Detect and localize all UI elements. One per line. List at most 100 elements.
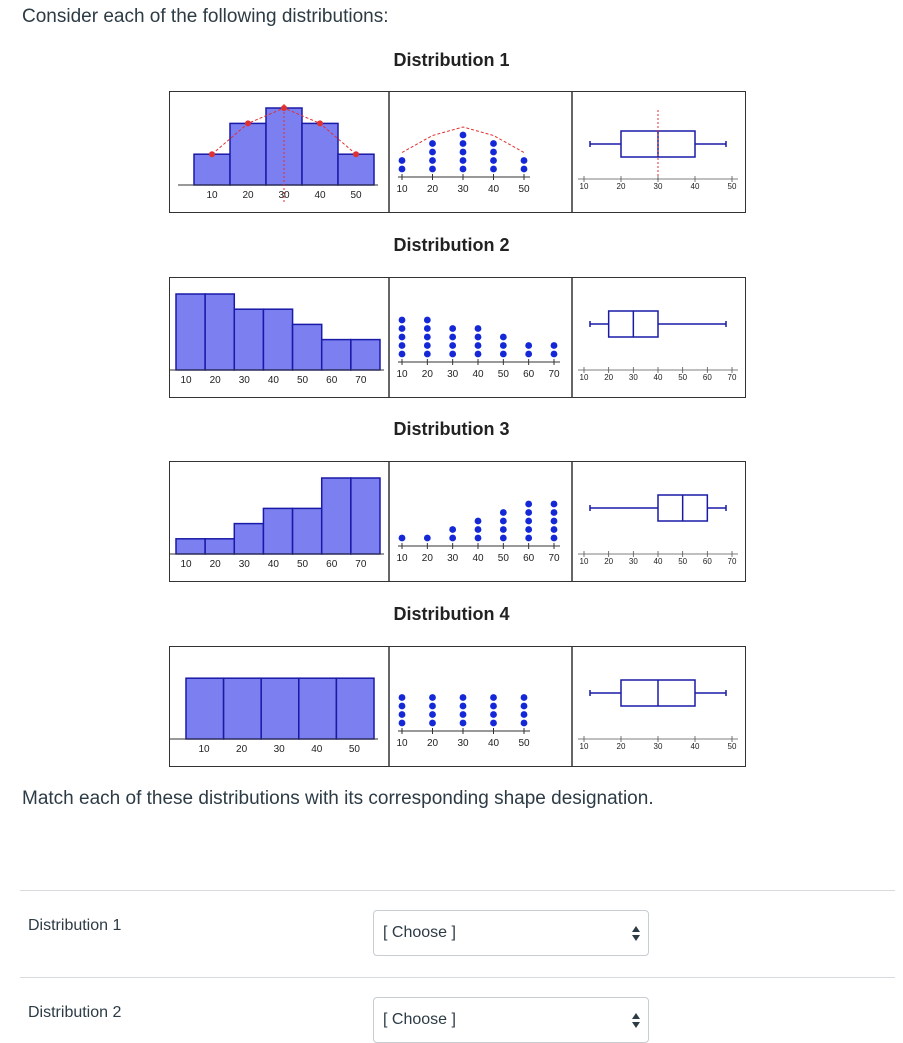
dot <box>398 694 406 701</box>
dot <box>499 350 507 358</box>
select-arrows-icon <box>632 1013 640 1028</box>
dot <box>459 148 467 156</box>
histogram-bar <box>262 507 294 555</box>
dot <box>490 148 497 156</box>
dotplot-tick-label: 30 <box>457 738 469 749</box>
dot <box>474 342 482 349</box>
histogram-tick-label: 60 <box>326 559 338 570</box>
boxplot-tick-label: 50 <box>678 557 687 566</box>
dot <box>398 342 406 349</box>
dotplot-tick-label: 20 <box>422 553 434 564</box>
dotplot-tick-label: 10 <box>396 738 408 749</box>
boxplot-tick-label: 20 <box>617 182 626 191</box>
dot <box>490 702 497 710</box>
histogram-tick-label: 50 <box>297 375 309 386</box>
histogram-bar <box>320 477 352 555</box>
dotplot-tick-label: 20 <box>427 184 439 195</box>
dotplot-tick-label: 60 <box>523 553 535 564</box>
dot <box>490 694 497 701</box>
histogram-bar <box>350 477 381 555</box>
dot <box>398 333 406 341</box>
histogram-tick-label: 60 <box>326 375 338 386</box>
boxplot-tick-label: 40 <box>691 182 700 191</box>
dot <box>459 711 467 718</box>
boxplot-tick-label: 30 <box>629 557 638 566</box>
histogram-tick-label: 10 <box>198 744 210 755</box>
dot <box>423 350 431 358</box>
dot <box>398 534 406 542</box>
dot <box>490 719 497 727</box>
dot <box>449 526 457 533</box>
histogram-tick-label: 20 <box>210 559 222 570</box>
dot <box>449 342 457 349</box>
dot <box>449 534 457 542</box>
dot <box>459 131 467 139</box>
dotplot-tick-label: 10 <box>396 184 408 195</box>
dot <box>499 333 507 341</box>
boxplot-tick-label: 40 <box>691 742 700 751</box>
boxplot-tick-label: 70 <box>728 373 737 382</box>
histogram-tick-label: 10 <box>180 559 192 570</box>
distribution-2-select[interactable]: [ Choose ] <box>373 997 649 1043</box>
dot <box>525 500 533 508</box>
histogram-tick-label: 40 <box>268 375 280 386</box>
histogram-bar <box>291 507 323 555</box>
histogram-tick-label: 30 <box>239 559 251 570</box>
histogram-bar <box>175 293 206 371</box>
boxplot-tick-label: 20 <box>604 557 613 566</box>
dotplot-tick-label: 50 <box>518 184 530 195</box>
histogram-tick-label: 10 <box>180 375 192 386</box>
histogram-tick-label: 20 <box>210 375 222 386</box>
dot <box>429 711 436 718</box>
histogram-tick-label: 30 <box>278 190 290 201</box>
dot <box>429 140 436 147</box>
histogram-tick-label: 70 <box>355 559 367 570</box>
dotplot-tick-label: 50 <box>518 738 530 749</box>
distribution-3-figure: 10 20 30 40 50 60 70 10 20 30 40 50 60 70 10 20 30 40 50 60… <box>169 461 746 582</box>
dot <box>499 517 507 525</box>
answer-label-distribution-1: Distribution 1 <box>28 917 122 934</box>
boxplot-tick-label: 50 <box>728 182 737 191</box>
dot <box>398 165 406 173</box>
dot <box>398 702 406 710</box>
dot <box>520 702 528 710</box>
histogram-tick-label: 30 <box>239 375 251 386</box>
curve-point <box>353 151 359 158</box>
dot <box>398 325 406 332</box>
histogram-tick-label: 40 <box>311 744 323 755</box>
match-prompt: Match each of these distributions with i… <box>22 788 654 809</box>
dot <box>459 702 467 710</box>
dot <box>474 333 482 341</box>
dot <box>499 342 507 349</box>
distribution-1-title: Distribution 1 <box>393 50 510 70</box>
dot <box>429 165 436 173</box>
boxplot-tick-label: 30 <box>654 182 663 191</box>
select-value: [ Choose ] <box>383 924 456 941</box>
boxplot-tick-label: 20 <box>617 742 626 751</box>
boxplot-tick-label: 40 <box>654 373 663 382</box>
dot <box>398 711 406 718</box>
histogram-bar <box>229 122 267 186</box>
intro-text: Consider each of the following distribut… <box>22 6 389 27</box>
dot <box>474 350 482 358</box>
histogram-bar <box>350 338 381 371</box>
dot <box>423 534 431 542</box>
dot <box>449 325 457 332</box>
boxplot-tick-label: 10 <box>580 557 589 566</box>
dotplot-tick-label: 30 <box>457 184 469 195</box>
dot <box>550 509 558 516</box>
dot <box>429 719 436 727</box>
boxplot-tick-label: 50 <box>678 373 687 382</box>
histogram-bar <box>175 538 206 555</box>
dot <box>490 140 497 147</box>
histogram-tick-label: 50 <box>297 559 309 570</box>
histogram-bar <box>262 308 294 371</box>
dot <box>550 526 558 533</box>
boxplot-tick-label: 30 <box>654 742 663 751</box>
histogram-bar <box>233 308 265 371</box>
dot <box>474 526 482 533</box>
dot <box>490 157 497 164</box>
distribution-1-select[interactable]: [ Choose ] <box>373 910 649 956</box>
dot <box>520 719 528 727</box>
dot <box>459 157 467 164</box>
